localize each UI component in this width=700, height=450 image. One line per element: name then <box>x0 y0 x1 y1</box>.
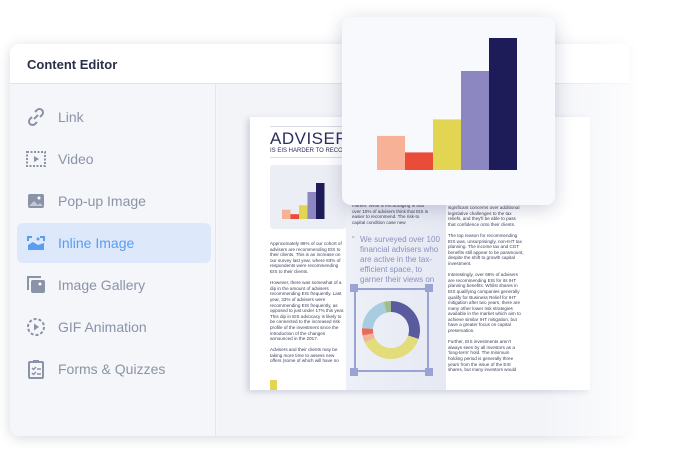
popup-chart-card <box>342 17 555 205</box>
document-left-text: Approximately 86% of our cohort of advis… <box>270 241 345 364</box>
gif-animation-icon <box>27 318 45 336</box>
resize-handle-bottom-left[interactable] <box>350 368 358 376</box>
sidebar-item-label: Video <box>58 151 94 167</box>
donut-slice <box>362 333 375 343</box>
document-right-text: significant concerns over additional leg… <box>448 205 524 373</box>
donut-slice <box>362 301 387 329</box>
bar <box>377 135 405 170</box>
decorative-block <box>270 380 277 390</box>
selected-inline-image[interactable] <box>354 288 429 372</box>
bar <box>290 214 299 219</box>
bar <box>316 183 325 219</box>
donut-slice <box>391 301 420 339</box>
bar <box>433 119 461 170</box>
sidebar-item-inline-image[interactable]: Inline Image <box>17 223 211 263</box>
donut-slice <box>362 328 374 336</box>
sidebar-item-popup-image[interactable]: Pop-up Image <box>17 181 211 221</box>
right-fade <box>540 0 700 450</box>
inline-image-icon <box>27 236 45 250</box>
bar <box>299 205 308 219</box>
sidebar-item-image-gallery[interactable]: Image Gallery <box>17 265 211 305</box>
thumbnail-bar-chart <box>282 183 325 219</box>
sidebar-item-label: Inline Image <box>58 235 135 251</box>
document-quote: “We surveyed over 100 financial advisers… <box>352 235 440 284</box>
thumbnail-chart <box>270 165 346 229</box>
sidebar: Link Video Pop-up Image Inline Image Ima… <box>10 84 216 436</box>
sidebar-item-label: Image Gallery <box>58 277 146 293</box>
bar <box>405 152 433 170</box>
donut-slice <box>364 335 419 359</box>
sidebar-item-label: Pop-up Image <box>58 193 146 209</box>
resize-handle-top-left[interactable] <box>350 284 358 292</box>
document-middle-text: market. What is encouraging is that over… <box>352 203 429 225</box>
bar <box>282 209 291 219</box>
sidebar-item-forms-quizzes[interactable]: Forms & Quizzes <box>17 349 211 389</box>
forms-quizzes-icon <box>28 360 44 379</box>
sidebar-item-label: Forms & Quizzes <box>58 361 166 377</box>
resize-handle-top-right[interactable] <box>425 284 433 292</box>
popup-image-icon <box>28 194 44 208</box>
bar-chart <box>377 38 517 170</box>
quote-text: We surveyed over 100 financial advisers … <box>360 235 440 284</box>
bar <box>307 192 316 219</box>
image-gallery-icon <box>27 276 45 293</box>
document-subtitle: IS EIS HARDER TO RECOMM <box>270 148 353 154</box>
donut-chart <box>362 301 420 359</box>
sidebar-item-video[interactable]: Video <box>17 139 211 179</box>
resize-handle-bottom-right[interactable] <box>425 368 433 376</box>
bar <box>461 71 489 170</box>
link-icon <box>27 107 45 127</box>
sidebar-item-link[interactable]: Link <box>17 97 211 137</box>
bar <box>489 38 517 170</box>
sidebar-item-gif-animation[interactable]: GIF Animation <box>17 307 211 347</box>
donut-slice <box>383 301 391 313</box>
sidebar-item-label: Link <box>58 109 84 125</box>
sidebar-item-label: GIF Animation <box>58 319 147 335</box>
video-icon <box>26 151 46 167</box>
